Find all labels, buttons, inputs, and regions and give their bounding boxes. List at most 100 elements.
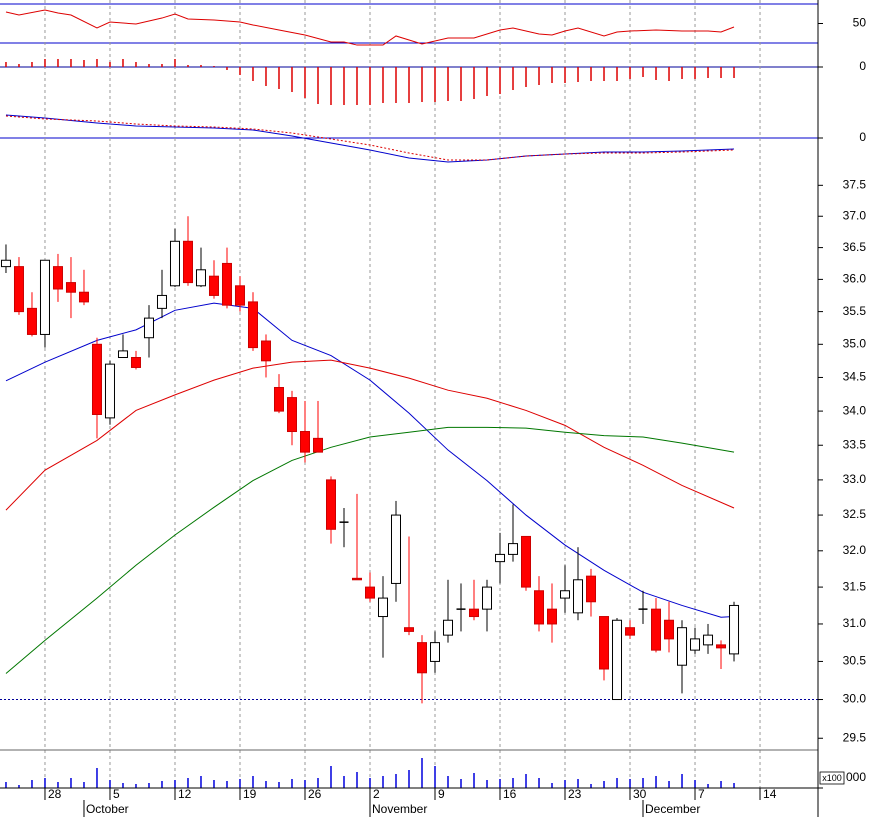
bar — [603, 67, 605, 81]
bar — [200, 776, 202, 788]
candle-body — [104, 363, 115, 419]
candle-body — [677, 627, 688, 666]
bar — [551, 783, 553, 788]
bar — [694, 780, 696, 788]
y-tick-label: 37.0 — [843, 208, 867, 222]
bar — [57, 782, 59, 788]
candle-body — [534, 590, 545, 625]
line-series — [5, 9, 735, 46]
bar — [434, 67, 436, 102]
x-tick-label: 26 — [308, 787, 322, 801]
candle-body — [247, 301, 258, 349]
candle-body — [430, 642, 441, 662]
candle-body — [443, 619, 454, 636]
bar — [148, 783, 150, 788]
bar — [668, 781, 670, 788]
bar — [252, 67, 254, 81]
candle-body — [26, 307, 37, 335]
bar — [434, 766, 436, 788]
y-tick-label: 32.5 — [843, 507, 867, 521]
bar — [174, 780, 176, 788]
x-tick-label: 12 — [178, 787, 192, 801]
bar — [96, 768, 98, 788]
bar — [122, 783, 124, 788]
bar — [31, 780, 33, 788]
bar — [551, 67, 553, 83]
bar — [473, 67, 475, 99]
candle-body — [182, 240, 193, 284]
bar — [369, 778, 371, 788]
candle-body — [703, 634, 714, 646]
bar — [135, 62, 137, 67]
x-tick-label: 9 — [438, 787, 445, 801]
bar — [655, 67, 657, 80]
candle-body — [78, 291, 89, 303]
bar — [239, 67, 241, 75]
volume-unit: x100 — [822, 773, 842, 783]
candle-body — [469, 608, 480, 618]
bar — [83, 782, 85, 788]
y-tick-label: 30.0 — [843, 692, 867, 706]
bar — [642, 67, 644, 77]
bar — [252, 776, 254, 788]
marks-layer — [0, 9, 740, 788]
candle-body — [573, 579, 584, 614]
month-label: December — [645, 802, 700, 816]
bar — [109, 62, 111, 67]
bar — [629, 779, 631, 788]
bar — [5, 62, 7, 67]
y-tick-label: 33.0 — [843, 472, 867, 486]
bar — [603, 781, 605, 788]
bar — [499, 779, 501, 788]
line-series — [5, 115, 735, 161]
y-tick-label: 36.5 — [843, 240, 867, 254]
y-tick-label: 31.0 — [843, 616, 867, 630]
candle-body — [417, 642, 428, 674]
bar — [512, 778, 514, 788]
bar — [564, 67, 566, 83]
candle-body — [286, 397, 297, 433]
candle-body — [312, 437, 323, 453]
bar — [83, 60, 85, 67]
bar — [44, 59, 46, 67]
x-tick-label: 19 — [243, 787, 257, 801]
bar — [421, 758, 423, 788]
candle-body — [625, 627, 636, 636]
candle-body — [495, 553, 506, 563]
bar — [655, 776, 657, 788]
bar — [486, 780, 488, 788]
candle-body — [351, 577, 362, 581]
bar — [616, 778, 618, 788]
y-tick-label: 0 — [859, 130, 866, 144]
candle-body — [560, 590, 571, 599]
bar — [304, 67, 306, 98]
candle-body — [234, 285, 245, 306]
bar — [395, 774, 397, 788]
bar — [382, 776, 384, 788]
bar — [720, 67, 722, 78]
bar — [460, 779, 462, 788]
y-tick-label: 34.0 — [843, 403, 867, 417]
bar — [447, 776, 449, 788]
bar — [278, 67, 280, 89]
y-tick-label: 37.5 — [843, 177, 867, 191]
candle-body — [169, 240, 180, 287]
candle-body — [299, 431, 310, 453]
candle-body — [664, 619, 675, 640]
y-tick-label: 31.5 — [843, 579, 867, 593]
bar — [239, 779, 241, 788]
bar — [213, 780, 215, 788]
bar — [733, 783, 735, 788]
candle-body — [729, 604, 740, 655]
bar — [343, 776, 345, 788]
bar — [577, 779, 579, 788]
bar — [330, 67, 332, 105]
bar — [525, 67, 527, 87]
bar — [421, 67, 423, 102]
bar — [499, 67, 501, 94]
bar — [408, 67, 410, 103]
bar — [382, 67, 384, 103]
bar — [265, 781, 267, 788]
bar — [590, 67, 592, 81]
